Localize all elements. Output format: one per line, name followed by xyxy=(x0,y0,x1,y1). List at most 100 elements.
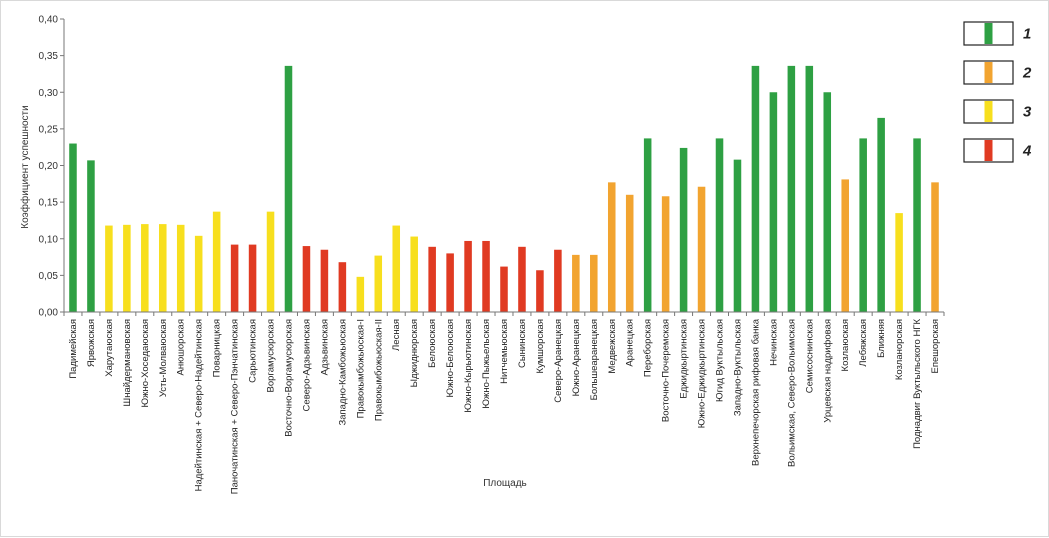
x-tick-label: Верхнепечорская рифовая банка xyxy=(750,318,761,466)
x-tick-label: Нитчемьюская xyxy=(499,319,510,384)
bar xyxy=(248,244,257,312)
x-tick-label: Еджидкыртинская xyxy=(679,319,690,399)
x-tick-label: Большеаранецкая xyxy=(589,319,600,400)
category-labels: Падимейская Ярвожская Харутаюская Шнайдерма… xyxy=(68,318,941,494)
x-tick-label: Западно-Камбожьюская xyxy=(337,319,348,426)
legend: 1 2 3 4 xyxy=(963,21,1032,163)
bar xyxy=(338,262,347,312)
bar xyxy=(141,224,149,312)
y-tick-label: 0,35 xyxy=(39,51,59,62)
bar xyxy=(895,213,903,312)
x-tick-label: Шнайдермановская xyxy=(122,319,133,406)
x-tick-label: Восточно-Воргамусюрская xyxy=(283,319,294,437)
x-tick-label: Поднадвиг Вуктыльского НГК xyxy=(912,319,923,449)
bar xyxy=(769,92,778,312)
x-tick-label: Епешорская xyxy=(930,319,941,374)
x-tick-label: Сарьютинская xyxy=(248,319,259,383)
x-tick-label: Медвежская xyxy=(607,319,618,374)
bar xyxy=(212,211,221,312)
bar xyxy=(123,224,131,312)
x-tick-label: Усть-Молваюская xyxy=(158,319,169,397)
x-tick-label: Правокымбожьюская-I xyxy=(355,319,366,418)
bar xyxy=(356,276,365,312)
x-tick-label: Правокымбожьюская-II xyxy=(373,319,384,421)
legend-swatch xyxy=(984,140,993,161)
bar xyxy=(554,249,562,312)
bar xyxy=(536,270,544,312)
bar xyxy=(87,160,95,312)
bar xyxy=(859,138,867,312)
bar xyxy=(428,246,436,312)
x-tick-label: Восточно-Почеремская xyxy=(661,319,672,422)
bar xyxy=(284,65,293,312)
bar xyxy=(266,211,275,312)
bar xyxy=(302,246,311,312)
bar xyxy=(194,235,203,312)
bar xyxy=(69,143,77,312)
x-tick-label: Северо-Аранецкая xyxy=(553,319,564,403)
bar xyxy=(715,138,724,312)
bar xyxy=(518,246,526,312)
x-tick-label: Северо-Адзьвинская xyxy=(301,319,312,411)
bar xyxy=(733,159,742,312)
legend-label: 3 xyxy=(1023,104,1032,121)
x-tick-label: Ыджиднюрская xyxy=(409,319,420,387)
x-tick-label: Южно-Кырьютинская xyxy=(463,319,474,413)
x-tick-label: Козлаюская xyxy=(840,319,851,371)
bar xyxy=(697,186,706,312)
legend-label: 1 xyxy=(1023,26,1031,43)
y-axis-title: Коэффициент успешности xyxy=(19,105,31,228)
bar xyxy=(931,182,939,312)
x-tick-label: Падимейская xyxy=(68,319,79,379)
bar xyxy=(482,240,490,312)
x-tick-label: Харутаюская xyxy=(104,319,115,377)
x-tick-label: Южно-Белоюская xyxy=(445,319,456,397)
bar xyxy=(913,138,921,312)
x-tick-label: Южно-Еджидкыртинская xyxy=(697,319,708,428)
x-tick-label: Паночатинская + Северо-Пэнчатинская xyxy=(230,319,241,494)
x-tick-label: Ближняя xyxy=(876,319,887,358)
bar xyxy=(841,179,849,312)
bar xyxy=(392,225,401,312)
x-tick-label: Семисоснинская xyxy=(804,319,815,393)
bar xyxy=(410,236,418,312)
bar xyxy=(374,255,383,312)
y-tick-label: 0,40 xyxy=(39,15,59,26)
bar xyxy=(159,224,167,312)
x-tick-label: Западно-Вуктыльская xyxy=(732,319,743,416)
bar xyxy=(446,253,454,312)
bar xyxy=(607,182,616,312)
x-tick-label: Сынинская xyxy=(517,319,528,368)
y-tick-label: 0,10 xyxy=(39,234,59,245)
y-tick-label: 0,00 xyxy=(39,308,59,319)
x-tick-label: Аранецкая xyxy=(625,319,636,367)
x-tick-label: Южно-Хоседаюская xyxy=(140,319,151,407)
x-axis-title: Площадь xyxy=(483,478,527,489)
bar xyxy=(176,224,185,312)
x-tick-label: Кумшорская xyxy=(535,319,546,373)
x-tick-label: Югид Вуктыльская xyxy=(715,319,726,402)
x-tick-label: Лебяжская xyxy=(858,319,869,367)
x-tick-label: Анюшорская xyxy=(176,319,187,375)
x-tick-label: Южно-Аранецкая xyxy=(571,319,582,396)
bar xyxy=(572,254,580,312)
y-tick-label: 0,05 xyxy=(39,271,59,282)
y-tick-label: 0,25 xyxy=(39,124,59,135)
x-tick-label: Козланорская xyxy=(894,319,905,380)
x-tick-label: Урцевская надрифовая xyxy=(822,319,833,423)
x-tick-label: Поварницкая xyxy=(212,319,223,377)
bar xyxy=(590,254,598,312)
bar xyxy=(500,266,508,312)
axes-group xyxy=(63,19,945,316)
y-tick-label: 0,20 xyxy=(39,161,59,172)
x-tick-label: Воргамусюрская xyxy=(266,319,277,392)
bar xyxy=(464,240,472,312)
x-tick-label: Переборская xyxy=(643,319,654,377)
legend-swatch xyxy=(984,101,993,122)
bar xyxy=(679,147,688,312)
y-tick-label: 0,30 xyxy=(39,88,59,99)
x-tick-label: Ярвожская xyxy=(86,319,97,367)
y-axis-ticks: 0,00 0,05 0,10 0,15 0,20 0,25 0,30 0,35 0,40 xyxy=(39,15,64,319)
